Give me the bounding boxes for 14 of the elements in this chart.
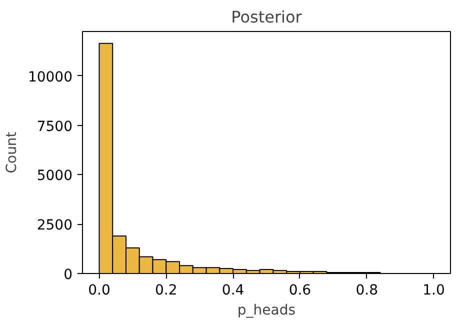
y-tick-label: 2500 [36, 218, 73, 234]
x-tick-label: 0.4 [222, 282, 244, 298]
y-axis-title: Count [4, 131, 20, 174]
y-tick-label: 7500 [36, 118, 73, 135]
chart-title: Posterior [231, 8, 302, 26]
x-tick-label: 0.0 [88, 282, 110, 298]
x-tick-label: 0.8 [356, 282, 378, 298]
x-tick-label: 0.2 [155, 282, 178, 298]
x-tick-label: 1.0 [422, 282, 445, 298]
x-axis-title: p_heads [237, 302, 296, 318]
y-tick-label: 10000 [28, 69, 73, 86]
y-tick-label: 0 [64, 267, 73, 283]
x-tick-label: 0.6 [288, 282, 312, 298]
y-tick-label: 5000 [36, 168, 73, 184]
